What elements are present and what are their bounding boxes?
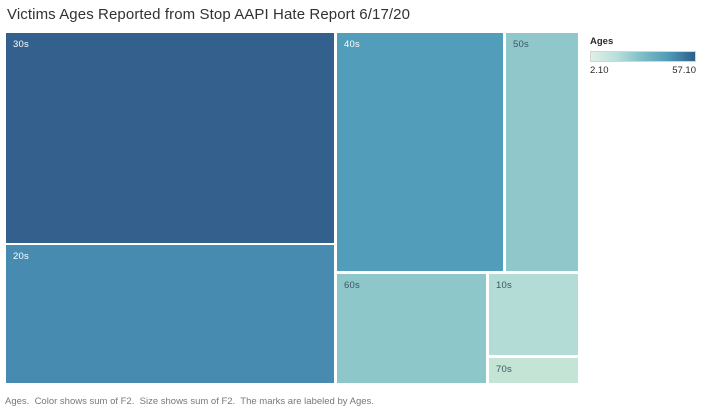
- treemap-tile-label: 60s: [344, 280, 360, 291]
- treemap-tile-10s[interactable]: 10s: [489, 274, 578, 355]
- chart-title: Victims Ages Reported from Stop AAPI Hat…: [7, 6, 411, 23]
- treemap-tile-70s[interactable]: 70s: [489, 358, 578, 383]
- treemap-tile-label: 50s: [513, 39, 529, 50]
- legend-labels: 2.10 57.10: [590, 65, 696, 76]
- treemap-tile-40s[interactable]: 40s: [337, 33, 503, 271]
- treemap-tile-20s[interactable]: 20s: [6, 245, 334, 383]
- treemap-tile-label: 30s: [13, 39, 29, 50]
- treemap-tile-label: 10s: [496, 280, 512, 291]
- treemap-tile-30s[interactable]: 30s: [6, 33, 334, 243]
- treemap-tile-label: 20s: [13, 251, 29, 262]
- treemap-tile-label: 40s: [344, 39, 360, 50]
- color-legend: Ages 2.10 57.10: [590, 36, 696, 76]
- legend-max-label: 57.10: [672, 65, 696, 76]
- legend-title: Ages: [590, 36, 614, 47]
- legend-min-label: 2.10: [590, 65, 609, 76]
- legend-gradient-bar: [590, 51, 696, 62]
- treemap-tile-50s[interactable]: 50s: [506, 33, 578, 271]
- treemap-tile-60s[interactable]: 60s: [337, 274, 486, 383]
- treemap-tile-label: 70s: [496, 364, 512, 375]
- chart-caption: Ages. Color shows sum of F2. Size shows …: [5, 396, 374, 407]
